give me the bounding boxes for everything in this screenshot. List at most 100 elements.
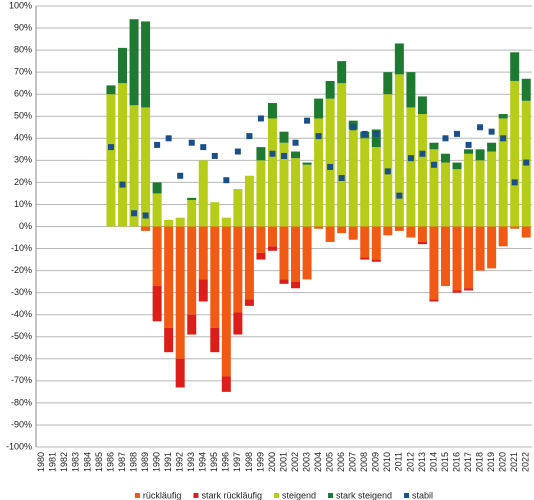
x-tick-label: 2010 bbox=[382, 452, 392, 472]
bar bbox=[452, 226, 462, 291]
x-tick-label: 1993 bbox=[186, 452, 196, 472]
x-tick-label: 1989 bbox=[140, 452, 150, 472]
x-tick-label: 2006 bbox=[336, 452, 346, 472]
bar bbox=[452, 169, 462, 227]
x-tick-label: 1982 bbox=[59, 452, 69, 472]
bar bbox=[417, 96, 427, 115]
bar bbox=[175, 217, 185, 227]
bar bbox=[417, 114, 427, 227]
y-tick-label: 50% bbox=[14, 111, 32, 121]
bar bbox=[383, 72, 393, 95]
bar bbox=[475, 149, 485, 161]
bar bbox=[187, 226, 197, 315]
bar bbox=[175, 226, 185, 359]
bar bbox=[267, 103, 277, 119]
bar bbox=[429, 226, 439, 300]
x-tick-label: 2009 bbox=[371, 452, 381, 472]
point bbox=[523, 159, 530, 166]
bar bbox=[371, 226, 381, 260]
legend-swatch bbox=[404, 493, 410, 498]
x-tick-label: 1995 bbox=[209, 452, 219, 472]
x-tick-label: 2018 bbox=[474, 452, 484, 472]
x-tick-label: 2014 bbox=[428, 452, 438, 472]
legend-label: stark rückläufig bbox=[201, 490, 262, 500]
point bbox=[223, 177, 230, 184]
y-tick-label: 10% bbox=[14, 199, 32, 209]
point bbox=[327, 163, 334, 170]
x-tick-label: 1981 bbox=[48, 452, 58, 472]
point bbox=[373, 130, 380, 137]
bar bbox=[360, 138, 370, 227]
point bbox=[165, 135, 172, 142]
bar bbox=[291, 151, 301, 159]
point bbox=[315, 133, 322, 140]
point bbox=[488, 128, 495, 135]
legend-swatch bbox=[328, 493, 334, 498]
x-tick-label: 1998 bbox=[244, 452, 254, 472]
bar bbox=[279, 279, 289, 284]
bar bbox=[452, 162, 462, 170]
bar bbox=[302, 164, 312, 227]
bar bbox=[221, 376, 231, 392]
x-tick-label: 1997 bbox=[232, 452, 242, 472]
bar bbox=[394, 226, 404, 231]
bar bbox=[279, 131, 289, 143]
bar bbox=[406, 107, 416, 227]
bar bbox=[244, 226, 254, 300]
bar bbox=[267, 118, 277, 227]
x-tick-label: 1980 bbox=[36, 452, 46, 472]
x-tick-label: 1994 bbox=[198, 452, 208, 472]
bar bbox=[337, 61, 347, 84]
bar bbox=[360, 226, 370, 258]
bar bbox=[164, 219, 174, 227]
point bbox=[465, 141, 472, 148]
x-tick-label: 1986 bbox=[105, 452, 115, 472]
x-tick-label: 2020 bbox=[498, 452, 508, 472]
bar bbox=[164, 327, 174, 353]
bar bbox=[210, 327, 220, 353]
bar bbox=[198, 279, 208, 302]
bar bbox=[141, 226, 151, 231]
x-tick-label: 2013 bbox=[417, 452, 427, 472]
x-tick-label: 1999 bbox=[255, 452, 265, 472]
point bbox=[454, 130, 461, 137]
point bbox=[500, 135, 507, 142]
bar bbox=[221, 217, 231, 227]
bar bbox=[256, 160, 266, 227]
point bbox=[188, 139, 195, 146]
point bbox=[257, 115, 264, 122]
y-tick-label: -100% bbox=[6, 441, 32, 451]
x-tick-label: 2019 bbox=[486, 452, 496, 472]
x-tick-label: 1987 bbox=[117, 452, 127, 472]
y-tick-label: -30% bbox=[11, 287, 32, 297]
point bbox=[338, 174, 345, 181]
y-tick-label: 0% bbox=[19, 221, 32, 231]
point bbox=[131, 210, 138, 217]
bar bbox=[244, 299, 254, 306]
bar bbox=[129, 19, 139, 106]
point bbox=[246, 133, 253, 140]
x-tick-label: 2005 bbox=[325, 452, 335, 472]
bar bbox=[487, 142, 497, 152]
y-tick-label: 30% bbox=[14, 155, 32, 165]
legend-swatch bbox=[273, 493, 279, 498]
x-tick-label: 1990 bbox=[151, 452, 161, 472]
point bbox=[430, 161, 437, 168]
bar bbox=[187, 314, 197, 335]
bar bbox=[141, 107, 151, 227]
y-tick-label: 90% bbox=[14, 22, 32, 32]
bar bbox=[187, 197, 197, 201]
bar bbox=[314, 226, 324, 229]
bar bbox=[291, 281, 301, 289]
bar bbox=[417, 226, 427, 242]
point bbox=[477, 124, 484, 131]
bar bbox=[440, 226, 450, 287]
point bbox=[350, 124, 357, 131]
legend-label: stabil bbox=[412, 490, 433, 500]
bar bbox=[383, 94, 393, 227]
bar bbox=[233, 312, 243, 335]
bar bbox=[325, 226, 335, 242]
bar bbox=[291, 158, 301, 227]
x-tick-label: 2002 bbox=[290, 452, 300, 472]
